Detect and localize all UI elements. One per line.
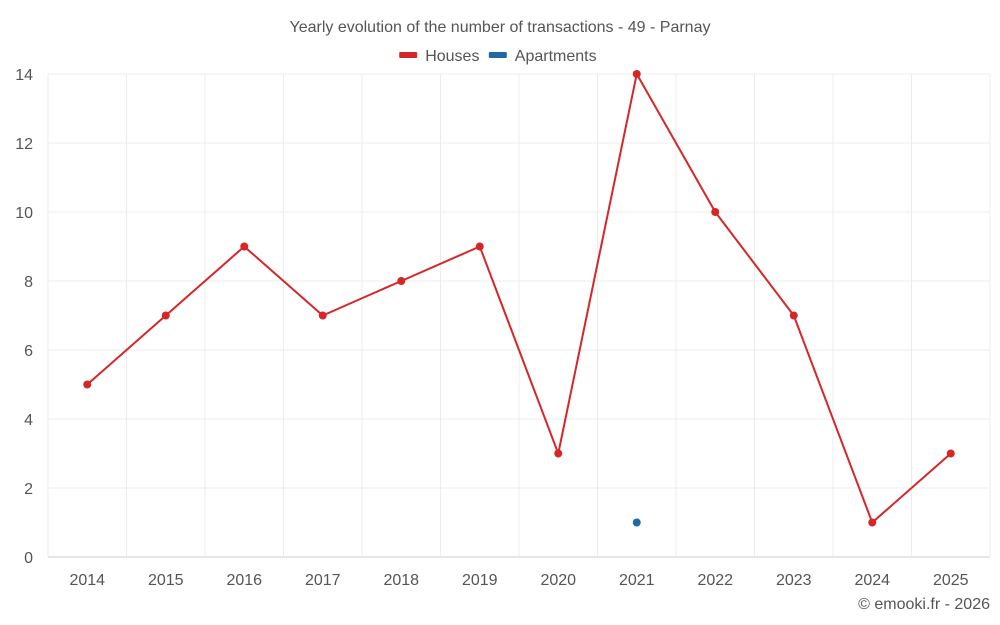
x-tick-label: 2019	[462, 572, 498, 589]
x-tick-label: 2016	[226, 572, 262, 589]
data-point[interactable]	[632, 518, 641, 527]
data-point[interactable]	[554, 449, 563, 458]
legend-item[interactable]: Apartments	[488, 48, 597, 65]
legend: Houses Apartments	[399, 48, 597, 65]
series-layer	[83, 70, 955, 527]
x-tick-label: 2014	[69, 572, 105, 589]
legend-swatch	[399, 52, 418, 58]
data-point[interactable]	[161, 311, 170, 320]
x-tick-label: 2022	[697, 572, 733, 589]
data-point[interactable]	[946, 449, 955, 458]
y-tick-label: 14	[15, 67, 33, 84]
y-axis-ticks: 0 2 4 6 8 10 12 14	[15, 67, 33, 567]
chart-title: Yearly evolution of the number of transa…	[290, 19, 711, 36]
x-tick-label: 2018	[383, 572, 419, 589]
y-tick-label: 8	[24, 274, 33, 291]
credit-text: © emooki.fr - 2026	[858, 596, 990, 613]
x-axis-ticks: 2014 2015 2016 2017 2018 2019 2020 2021 2022 2023…	[69, 572, 968, 589]
data-point[interactable]	[240, 242, 249, 251]
y-tick-label: 12	[15, 136, 33, 153]
x-tick-label: 2017	[305, 572, 341, 589]
data-point[interactable]	[475, 242, 484, 251]
legend-swatch	[488, 52, 507, 58]
data-point[interactable]	[397, 277, 406, 285]
y-tick-label: 6	[24, 343, 33, 360]
data-point[interactable]	[632, 70, 641, 78]
y-tick-label: 0	[24, 550, 33, 567]
x-tick-label: 2025	[933, 572, 969, 589]
x-tick-label: 2023	[776, 572, 812, 589]
data-point[interactable]	[789, 311, 798, 320]
grid	[47, 73, 991, 558]
x-tick-label: 2020	[540, 572, 576, 589]
series-line	[86, 73, 952, 524]
data-point[interactable]	[711, 208, 720, 216]
data-point[interactable]	[83, 380, 92, 389]
x-tick-label: 2015	[148, 572, 184, 589]
y-tick-label: 2	[24, 481, 33, 498]
legend-label: Apartments	[515, 48, 597, 65]
x-tick-label: 2024	[854, 572, 890, 589]
y-tick-label: 4	[24, 412, 33, 429]
legend-item[interactable]: Houses	[399, 48, 479, 65]
legend-label: Houses	[425, 48, 479, 65]
x-tick-label: 2021	[619, 572, 655, 589]
data-point[interactable]	[868, 518, 877, 527]
y-tick-label: 10	[15, 205, 33, 222]
data-point[interactable]	[318, 311, 327, 320]
